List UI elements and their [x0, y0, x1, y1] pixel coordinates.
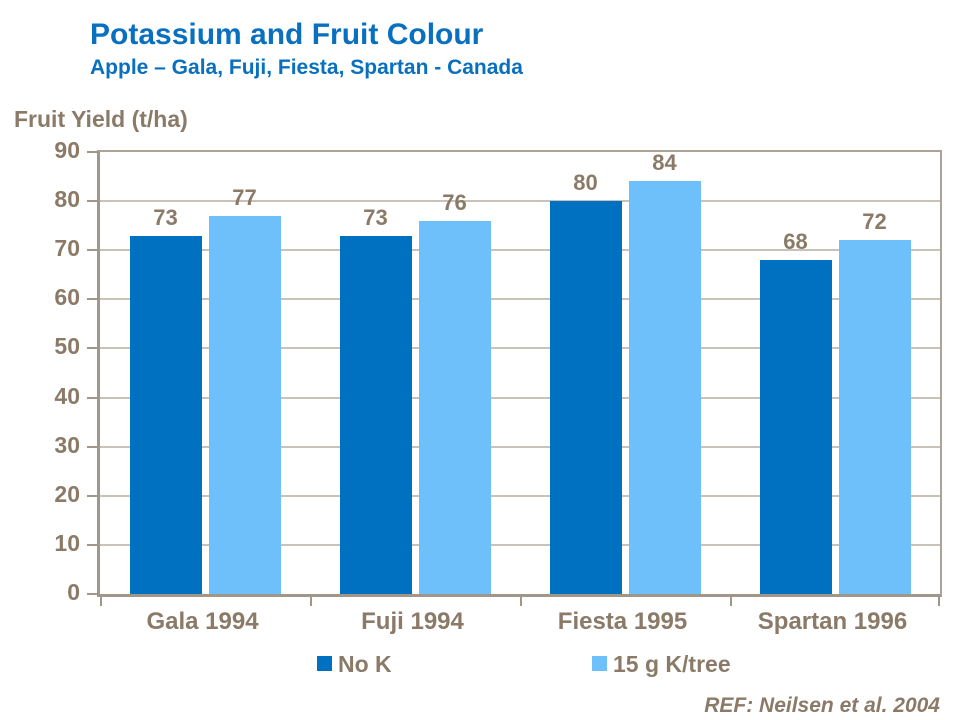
y-axis-tick [87, 593, 97, 595]
x-axis-tick [730, 597, 732, 606]
y-tick-label: 60 [54, 284, 80, 311]
bar-no-k [129, 235, 202, 594]
bar-15g-k-tree [208, 215, 281, 594]
x-axis-tick [310, 597, 312, 606]
y-axis-tick [87, 543, 97, 546]
chart-subtitle: Apple – Gala, Fuji, Fiesta, Spartan - Ca… [90, 55, 523, 79]
x-category-label: Fuji 1994 [361, 608, 464, 635]
gridline [100, 445, 940, 448]
y-axis-title: Fruit Yield (t/ha) [14, 106, 188, 132]
legend-label-15g-k-tree: 15 g K/tree [613, 651, 731, 677]
gridline [100, 200, 940, 203]
y-axis-tick [87, 200, 97, 203]
x-axis-tick [100, 597, 102, 606]
x-axis-tick [520, 597, 522, 606]
y-tick-label: 0 [67, 579, 80, 605]
bar-no-k [759, 260, 832, 594]
plot-area: 73 77 73 76 80 84 68 72 [87, 150, 942, 606]
legend-item-15g-k-tree: 15 g K/tree [592, 651, 731, 678]
y-axis-tick [87, 445, 97, 448]
bar-value-label: 84 [652, 150, 677, 176]
legend-swatch-15g-k-tree [592, 656, 607, 671]
x-category-label: Spartan 1996 [757, 608, 908, 635]
bar-value-label: 77 [232, 184, 257, 210]
bar-value-label: 73 [153, 204, 178, 230]
y-axis-tick [87, 396, 97, 399]
y-tick-label: 20 [54, 480, 80, 507]
y-tick-label: 70 [54, 235, 80, 262]
gridline [100, 543, 940, 546]
legend-item-no-k: No K [317, 651, 392, 678]
y-axis-tick [87, 249, 97, 252]
gridline [100, 396, 940, 399]
gridline [100, 298, 940, 301]
bar-15g-k-tree [838, 240, 911, 594]
bar-no-k [339, 235, 412, 594]
legend-label-no-k: No K [338, 651, 392, 677]
legend-swatch-no-k [317, 656, 332, 671]
y-axis-tick [87, 151, 97, 153]
y-tick-label: 80 [54, 186, 80, 213]
bar-15g-k-tree [628, 181, 701, 594]
bar-value-label: 80 [573, 170, 598, 196]
y-tick-label: 40 [54, 382, 80, 409]
bar-15g-k-tree [418, 220, 491, 594]
gridline [100, 347, 940, 350]
y-axis-tick [87, 494, 97, 497]
bar-value-label: 68 [783, 229, 808, 255]
gridline [100, 249, 940, 252]
bar-value-label: 76 [442, 189, 467, 215]
x-category-label: Fiesta 1995 [557, 608, 688, 635]
bar-value-label: 73 [363, 204, 388, 230]
y-tick-label: 50 [54, 333, 80, 360]
chart-title: Potassium and Fruit Colour [90, 18, 484, 51]
x-axis-tick [938, 597, 940, 606]
y-axis-tick [87, 347, 97, 350]
bar-no-k [549, 201, 622, 594]
y-tick-label: 90 [54, 137, 80, 163]
y-tick-label: 10 [54, 529, 80, 556]
gridline [100, 494, 940, 497]
y-tick-label: 30 [54, 431, 80, 458]
chart-header: Potassium and Fruit Colour Apple – Gala,… [90, 18, 523, 80]
bar-value-label: 72 [862, 209, 887, 235]
x-category-label: Gala 1994 [146, 608, 259, 635]
reference-text: REF: Neilsen et al. 2004 [704, 694, 940, 717]
y-axis-tick [87, 298, 97, 301]
